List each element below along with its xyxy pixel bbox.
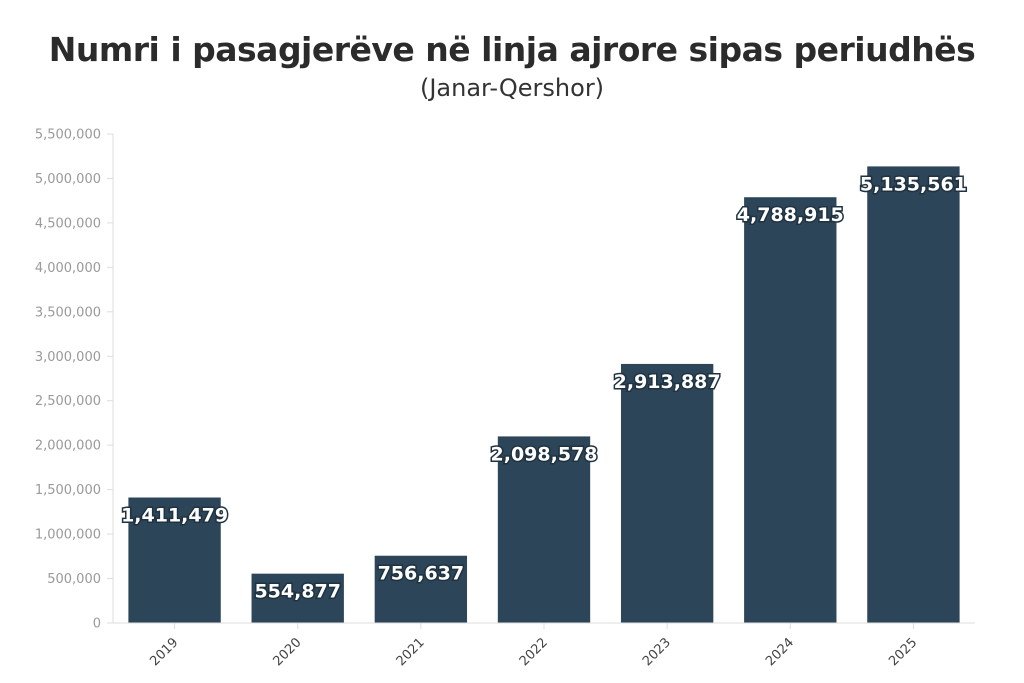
y-axis: 0 500,000 1,000,000 1,500,000 2,000,000 2,500… <box>35 128 114 632</box>
bar-2022 <box>497 436 591 623</box>
y-tick-label: 5,000,000 <box>35 172 101 187</box>
data-label-2025: 5,135,561 <box>860 173 967 195</box>
chart-subtitle: (Janar-Qershor) <box>419 74 605 102</box>
chart-title: Numri i pasagjerëve në linja ajrore sipa… <box>48 30 976 69</box>
bar-2024 <box>744 197 837 623</box>
bar-2020 <box>251 573 344 623</box>
bars <box>128 166 960 623</box>
y-tick-label: 1,000,000 <box>35 528 101 543</box>
y-tick-label: 3,500,000 <box>35 305 101 320</box>
x-tick-label: 2020 <box>271 635 305 669</box>
y-tick-label: 500,000 <box>47 572 101 587</box>
y-tick-label: 5,500,000 <box>35 128 101 143</box>
data-label-2022: 2,098,578 <box>491 443 598 465</box>
y-tick-label: 2,500,000 <box>35 394 101 409</box>
bar-2019 <box>128 497 221 623</box>
x-tick-label: 2021 <box>394 635 428 669</box>
y-tick-label: 4,500,000 <box>35 216 101 231</box>
data-label-2023: 2,913,887 <box>614 371 721 393</box>
x-tick-label: 2019 <box>147 635 181 669</box>
x-tick-label: 2024 <box>763 635 797 669</box>
bar-2021 <box>374 555 468 623</box>
data-label-2024: 4,788,915 <box>737 204 844 226</box>
data-label-2020: 554,877 <box>254 581 341 603</box>
y-tick-label: 2,000,000 <box>35 439 101 454</box>
data-label-2019: 1,411,479 <box>121 505 228 527</box>
x-axis: 2019 2020 2021 2022 2023 2024 2025 <box>113 622 975 669</box>
x-tick-label: 2023 <box>640 635 674 669</box>
y-tick-label: 3,000,000 <box>35 350 101 365</box>
data-labels: 1,411,479 554,877 756,637 2,098,578 2,913,88… <box>120 172 969 604</box>
bar-2023 <box>620 363 714 623</box>
x-tick-label: 2022 <box>517 635 551 669</box>
y-tick-label: 0 <box>93 617 101 632</box>
bar-2025 <box>867 166 960 623</box>
y-tick-label: 4,000,000 <box>35 261 101 276</box>
data-label-2021: 756,637 <box>378 563 465 585</box>
y-tick-label: 1,500,000 <box>35 483 101 498</box>
x-tick-label: 2025 <box>886 635 920 669</box>
